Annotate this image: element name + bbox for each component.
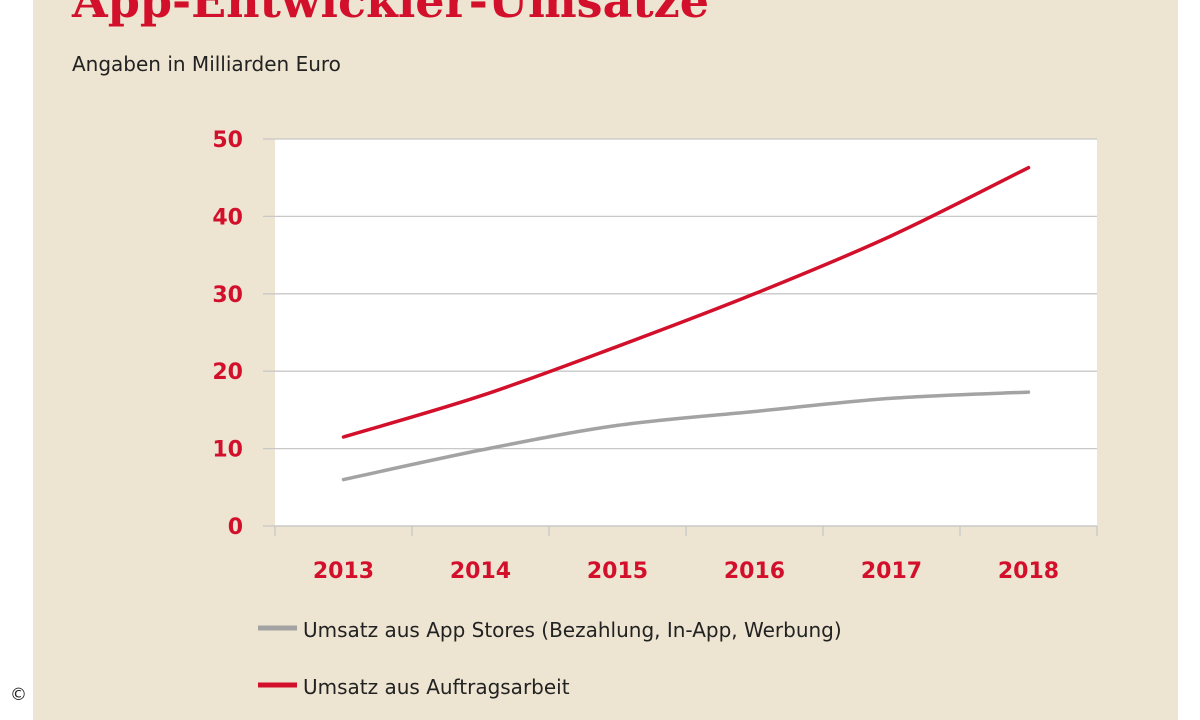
x-tick-label: 2016 — [724, 559, 785, 584]
y-tick-label: 40 — [212, 205, 243, 230]
y-tick-label: 30 — [212, 283, 243, 308]
y-tick-label: 10 — [212, 438, 243, 463]
x-tick-label: 2017 — [861, 559, 922, 584]
chart-title: App-Entwickler-Umsätze — [72, 0, 710, 28]
series-line — [341, 390, 1031, 482]
legend-label: Umsatz aus App Stores (Bezahlung, In-App… — [303, 618, 842, 642]
chart-subtitle: Angaben in Milliarden Euro — [72, 52, 341, 76]
series-line — [341, 165, 1031, 439]
y-tick-label: 0 — [228, 515, 243, 540]
copyright-icon: © — [10, 685, 27, 705]
x-tick-label: 2015 — [587, 559, 648, 584]
x-tick-label: 2018 — [998, 559, 1059, 584]
x-tick-label: 2013 — [313, 559, 374, 584]
y-tick-label: 50 — [212, 128, 243, 153]
x-tick-label: 2014 — [450, 559, 511, 584]
y-tick-label: 20 — [212, 360, 243, 385]
x-axis: 2013 2014 2015 2016 2017 2018 — [274, 525, 1098, 584]
legend-label: Umsatz aus Auftragsarbeit — [303, 675, 570, 699]
y-axis: 0 10 20 30 40 50 — [212, 128, 243, 540]
legend: Umsatz aus App Stores (Bezahlung, In-App… — [258, 618, 842, 699]
series-group — [341, 165, 1031, 482]
